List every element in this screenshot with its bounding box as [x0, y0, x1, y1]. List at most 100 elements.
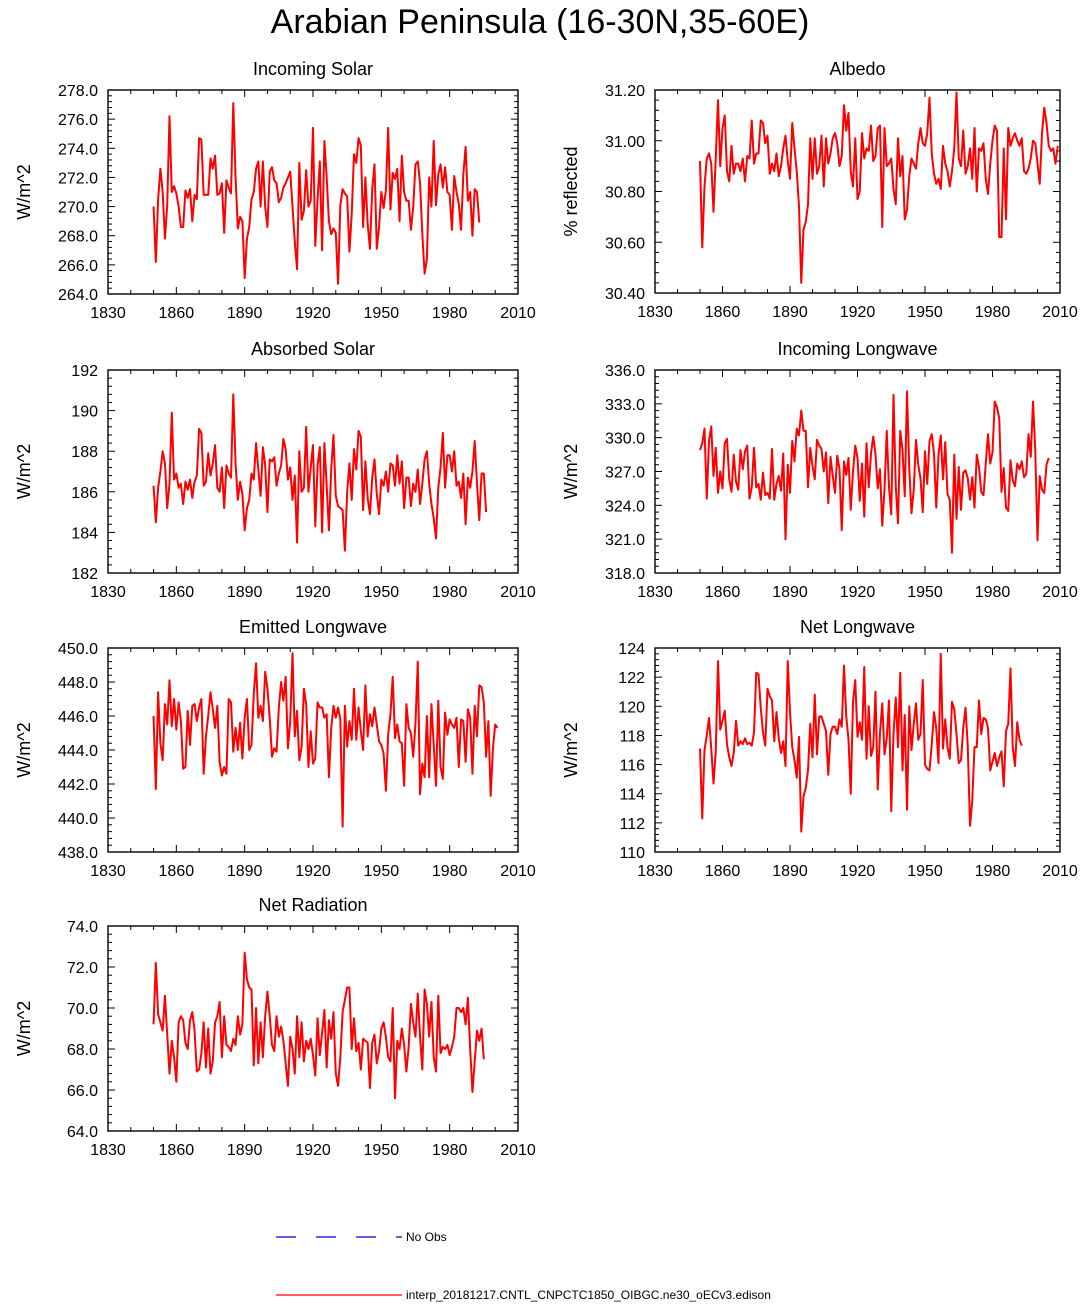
- y-tick-label-net-radiation: 64.0: [67, 1124, 98, 1141]
- y-tick-label-incoming-solar: 268.0: [58, 229, 98, 246]
- x-tick-label-incoming-solar: 1950: [364, 305, 400, 322]
- y-tick-label-net-longwave: 114: [619, 787, 645, 804]
- y-tick-label-net-radiation: 66.0: [67, 1083, 98, 1100]
- y-tick-label-absorbed-solar: 190: [71, 404, 98, 421]
- y-tick-label-albedo: 31.00: [605, 134, 645, 151]
- y-axis-label-albedo: % reflected: [561, 146, 581, 236]
- panels-group: Incoming Solar W/m^2 1830 1860 1890 1920 1950 1…: [14, 59, 1078, 1159]
- x-tick-label-net-radiation: 1890: [227, 1142, 263, 1159]
- figure-title: Arabian Peninsula (16-30N,35-60E): [271, 3, 810, 41]
- y-tick-label-net-radiation: 74.0: [67, 919, 98, 936]
- y-tick-label-emitted-longwave: 438.0: [58, 845, 98, 862]
- y-tick-label-net-longwave: 118: [619, 728, 645, 745]
- x-tick-label-emitted-longwave: 1920: [295, 863, 331, 880]
- x-tick-label-absorbed-solar: 1950: [364, 584, 400, 601]
- y-tick-label-albedo: 31.20: [605, 83, 645, 100]
- x-tick-label-albedo: 1830: [637, 304, 673, 321]
- panel-incoming-solar: Incoming Solar W/m^2 1830 1860 1890 1920 1950 1…: [14, 59, 536, 322]
- y-tick-label-incoming-solar: 266.0: [58, 258, 98, 275]
- y-tick-label-incoming-longwave: 330.0: [605, 431, 645, 448]
- y-tick-label-albedo: 30.80: [605, 185, 645, 202]
- y-tick-label-emitted-longwave: 442.0: [58, 777, 98, 794]
- series-line-absorbed-solar: [152, 393, 488, 552]
- panel-incoming-longwave: Incoming Longwave W/m^2 1830 1860 1890 1920 19…: [561, 339, 1078, 601]
- x-tick-label-incoming-longwave: 1950: [907, 584, 943, 601]
- panel-emitted-longwave: Emitted Longwave W/m^2 1830 1860 1890 1920 195…: [14, 617, 536, 880]
- y-axis-label-emitted-longwave: W/m^2: [14, 722, 34, 777]
- panel-title-albedo: Albedo: [829, 59, 885, 79]
- y-tick-label-incoming-solar: 264.0: [58, 287, 98, 304]
- series-line-albedo: [699, 91, 1059, 284]
- panel-net-radiation: Net Radiation W/m^2 1830 1860 1890 1920 1950 19…: [14, 895, 536, 1159]
- x-tick-label-emitted-longwave: 1890: [227, 863, 263, 880]
- panel-title-incoming-longwave: Incoming Longwave: [777, 339, 937, 359]
- x-tick-label-incoming-longwave: 1860: [705, 584, 741, 601]
- panel-title-incoming-solar: Incoming Solar: [253, 59, 373, 79]
- x-tick-label-albedo: 1890: [772, 304, 808, 321]
- x-tick-label-albedo: 1980: [975, 304, 1011, 321]
- x-tick-label-net-longwave: 1920: [840, 863, 876, 880]
- x-tick-label-emitted-longwave: 2010: [500, 863, 536, 880]
- y-tick-label-emitted-longwave: 444.0: [58, 743, 98, 760]
- y-tick-label-net-longwave: 116: [619, 758, 645, 775]
- y-tick-label-emitted-longwave: 440.0: [58, 811, 98, 828]
- x-tick-label-net-radiation: 2010: [500, 1142, 536, 1159]
- y-tick-label-incoming-longwave: 324.0: [605, 498, 645, 515]
- x-tick-label-emitted-longwave: 1830: [90, 863, 126, 880]
- y-axis-label-net-radiation: W/m^2: [14, 1001, 34, 1056]
- x-tick-label-emitted-longwave: 1950: [364, 863, 400, 880]
- x-tick-label-incoming-solar: 1830: [90, 305, 126, 322]
- x-tick-label-absorbed-solar: 1920: [295, 584, 331, 601]
- x-tick-label-albedo: 1950: [907, 304, 943, 321]
- y-tick-label-incoming-longwave: 321.0: [605, 532, 645, 549]
- legend: No Obs interp_20181217.CNTL_CNPCTC1850_O…: [276, 1230, 771, 1302]
- x-tick-label-net-longwave: 1890: [772, 863, 808, 880]
- y-tick-label-net-radiation: 72.0: [67, 960, 98, 977]
- y-tick-label-emitted-longwave: 450.0: [58, 641, 98, 658]
- y-axis-label-incoming-longwave: W/m^2: [561, 444, 581, 499]
- series-line-net-longwave: [699, 652, 1023, 833]
- x-tick-label-absorbed-solar: 1860: [159, 584, 195, 601]
- x-tick-label-albedo: 1920: [840, 304, 876, 321]
- y-tick-label-net-longwave: 122: [618, 670, 645, 687]
- plot-frame-net-radiation: [107, 925, 519, 1132]
- x-tick-label-incoming-solar: 1890: [227, 305, 263, 322]
- y-tick-label-absorbed-solar: 182: [71, 566, 98, 583]
- x-tick-label-net-radiation: 1980: [432, 1142, 468, 1159]
- x-tick-label-net-radiation: 1950: [364, 1142, 400, 1159]
- y-tick-label-emitted-longwave: 448.0: [58, 675, 98, 692]
- y-tick-label-incoming-solar: 274.0: [58, 141, 98, 158]
- panel-net-longwave: Net Longwave W/m^2 1830 1860 1890 1920 1950 198…: [561, 617, 1078, 880]
- y-tick-label-net-longwave: 110: [619, 845, 645, 862]
- x-tick-label-incoming-longwave: 1890: [772, 584, 808, 601]
- y-tick-label-incoming-solar: 272.0: [58, 170, 98, 187]
- x-tick-label-absorbed-solar: 2010: [500, 584, 536, 601]
- x-tick-label-incoming-solar: 2010: [500, 305, 536, 322]
- x-tick-label-net-longwave: 1860: [705, 863, 741, 880]
- x-tick-label-albedo: 1860: [705, 304, 741, 321]
- x-tick-label-incoming-solar: 1860: [159, 305, 195, 322]
- y-tick-label-absorbed-solar: 186: [71, 485, 98, 502]
- panel-title-emitted-longwave: Emitted Longwave: [239, 617, 387, 637]
- y-tick-label-incoming-solar: 270.0: [58, 200, 98, 217]
- x-tick-label-incoming-solar: 1920: [295, 305, 331, 322]
- x-tick-label-incoming-longwave: 1980: [975, 584, 1011, 601]
- x-tick-label-incoming-longwave: 2010: [1042, 584, 1078, 601]
- y-tick-label-incoming-longwave: 327.0: [605, 465, 645, 482]
- y-tick-label-absorbed-solar: 188: [71, 444, 98, 461]
- legend-obs-label: No Obs: [406, 1230, 447, 1244]
- y-tick-label-incoming-longwave: 336.0: [605, 363, 645, 380]
- y-axis-label-absorbed-solar: W/m^2: [14, 444, 34, 499]
- y-tick-label-incoming-longwave: 333.0: [605, 397, 645, 414]
- x-tick-label-net-longwave: 1830: [637, 863, 673, 880]
- x-tick-label-net-longwave: 1980: [975, 863, 1011, 880]
- x-tick-label-net-radiation: 1860: [159, 1142, 195, 1159]
- y-tick-label-albedo: 30.60: [605, 235, 645, 252]
- x-tick-label-incoming-longwave: 1830: [637, 584, 673, 601]
- y-tick-label-incoming-solar: 276.0: [58, 112, 98, 129]
- y-tick-label-incoming-longwave: 318.0: [605, 566, 645, 583]
- x-tick-label-absorbed-solar: 1890: [227, 584, 263, 601]
- x-tick-label-absorbed-solar: 1980: [432, 584, 468, 601]
- panel-title-net-longwave: Net Longwave: [800, 617, 915, 637]
